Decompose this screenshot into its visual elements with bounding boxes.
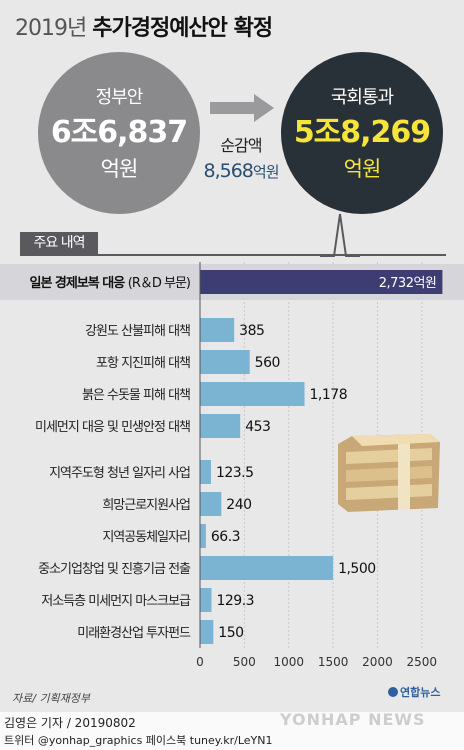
budget-bar-chart: 일본 경제보복 대응 (R＆D 부문) 2,732억원 강원도 산불피해 대책 38… [0, 262, 464, 669]
bar [200, 620, 214, 644]
national-assembly-circle: 국회통과 5조8,269 억원 [281, 52, 443, 214]
government-unit: 억원 [100, 157, 139, 181]
bar-value-main-item: 2,732억원 [379, 276, 437, 291]
bar [200, 460, 211, 484]
national-assembly-label: 국회통과 [330, 87, 394, 108]
bar-label: 희망근로지원사업 [102, 498, 190, 513]
bar-value-label: 453 [245, 419, 270, 435]
government-amount: 6조6,837 [50, 115, 188, 150]
bar [200, 414, 241, 438]
globe-icon [388, 687, 398, 697]
net-cut-unit: 억원 [252, 163, 280, 181]
bar-value-label: 560 [255, 355, 280, 371]
x-tick-label: 2500 [407, 655, 438, 669]
bar-main-item [200, 270, 443, 294]
bar [200, 350, 250, 374]
x-tick-label: 1000 [273, 655, 304, 669]
yonhap-logo-text: 연합뉴스 [400, 686, 441, 699]
credit-bar [0, 712, 464, 750]
title-year: 2019년 [15, 16, 87, 41]
byline: 김영은 기자 / 20190802 [4, 716, 136, 730]
bar-value-label: 150 [218, 625, 243, 641]
government-proposal-circle: 정부안 6조6,837 억원 [38, 52, 200, 214]
bar-value-label: 129.3 [216, 593, 254, 609]
bar [200, 492, 222, 516]
net-cut-label: 순감액 [220, 136, 262, 155]
bar-label: 지역주도형 청년 일자리 사업 [49, 466, 190, 481]
money-stack-icon [338, 434, 440, 512]
pulse-line-icon [320, 213, 360, 257]
bars-group: 강원도 산불피해 대책 385 포항 지진피해 대책 560 붉은 수돗물 피해 대책 1… [35, 318, 376, 644]
x-tick-label: 2000 [362, 655, 393, 669]
bar-label-main-item: 일본 경제보복 대응 (R＆D 부문) [29, 275, 190, 291]
net-cut-amount: 8,568 [203, 160, 253, 182]
bar-value-label: 123.5 [216, 465, 254, 481]
bar-label: 미래환경산업 투자펀드 [77, 626, 191, 641]
title-text: 추가경정예산안 확정 [92, 16, 273, 41]
bar-label: 저소득층 미세먼지 마스크보급 [41, 594, 191, 609]
x-tick-label: 0 [196, 655, 204, 669]
bar [200, 318, 235, 342]
national-assembly-amount: 5조8,269 [293, 115, 431, 150]
main-item-group: 일본 경제보복 대응 (R＆D 부문) 2,732억원 [0, 264, 464, 300]
bar [200, 556, 334, 580]
yonhap-logo: 연합뉴스 [388, 684, 440, 700]
bar-value-label: 1,500 [338, 561, 376, 577]
bar-value-label: 240 [226, 497, 251, 513]
bar-label: 중소기업창업 및 진흥기금 전출 [38, 562, 191, 577]
bar-label: 강원도 산불피해 대책 [85, 324, 190, 339]
bar-label: 미세먼지 대응 및 민생안정 대책 [35, 420, 190, 435]
chart-gridlines [243, 262, 423, 648]
bar [200, 588, 212, 612]
x-tick-label: 1500 [318, 655, 349, 669]
bar [200, 524, 206, 548]
x-axis: 0 500 1000 1500 2000 2500 [196, 262, 437, 669]
bar-value-label: 66.3 [211, 529, 240, 545]
section-divider [20, 254, 446, 256]
watermark: YONHAP NEWS [280, 710, 426, 729]
bar-label: 지역공동체일자리 [102, 530, 190, 545]
bar-value-label: 385 [239, 323, 264, 339]
social-links: 트위터 @yonhap_graphics 페이스북 tuney.kr/LeYN1 [4, 734, 273, 747]
arrow-right-icon [210, 94, 274, 122]
source-note: 자료/ 기획재정부 [12, 692, 91, 705]
section-label: 주요 내역 [20, 232, 98, 254]
bar-label: 붉은 수돗물 피해 대책 [82, 388, 190, 403]
net-cut-value: 8,568억원 [190, 160, 292, 182]
bar-label: 포항 지진피해 대책 [96, 356, 190, 371]
page-title: 2019년 추가경정예산안 확정 [15, 10, 273, 42]
national-assembly-unit: 억원 [343, 157, 382, 181]
x-tick-label: 500 [233, 655, 256, 669]
government-label: 정부안 [95, 87, 144, 108]
bar [200, 382, 305, 406]
bar-value-label: 1,178 [310, 387, 348, 403]
